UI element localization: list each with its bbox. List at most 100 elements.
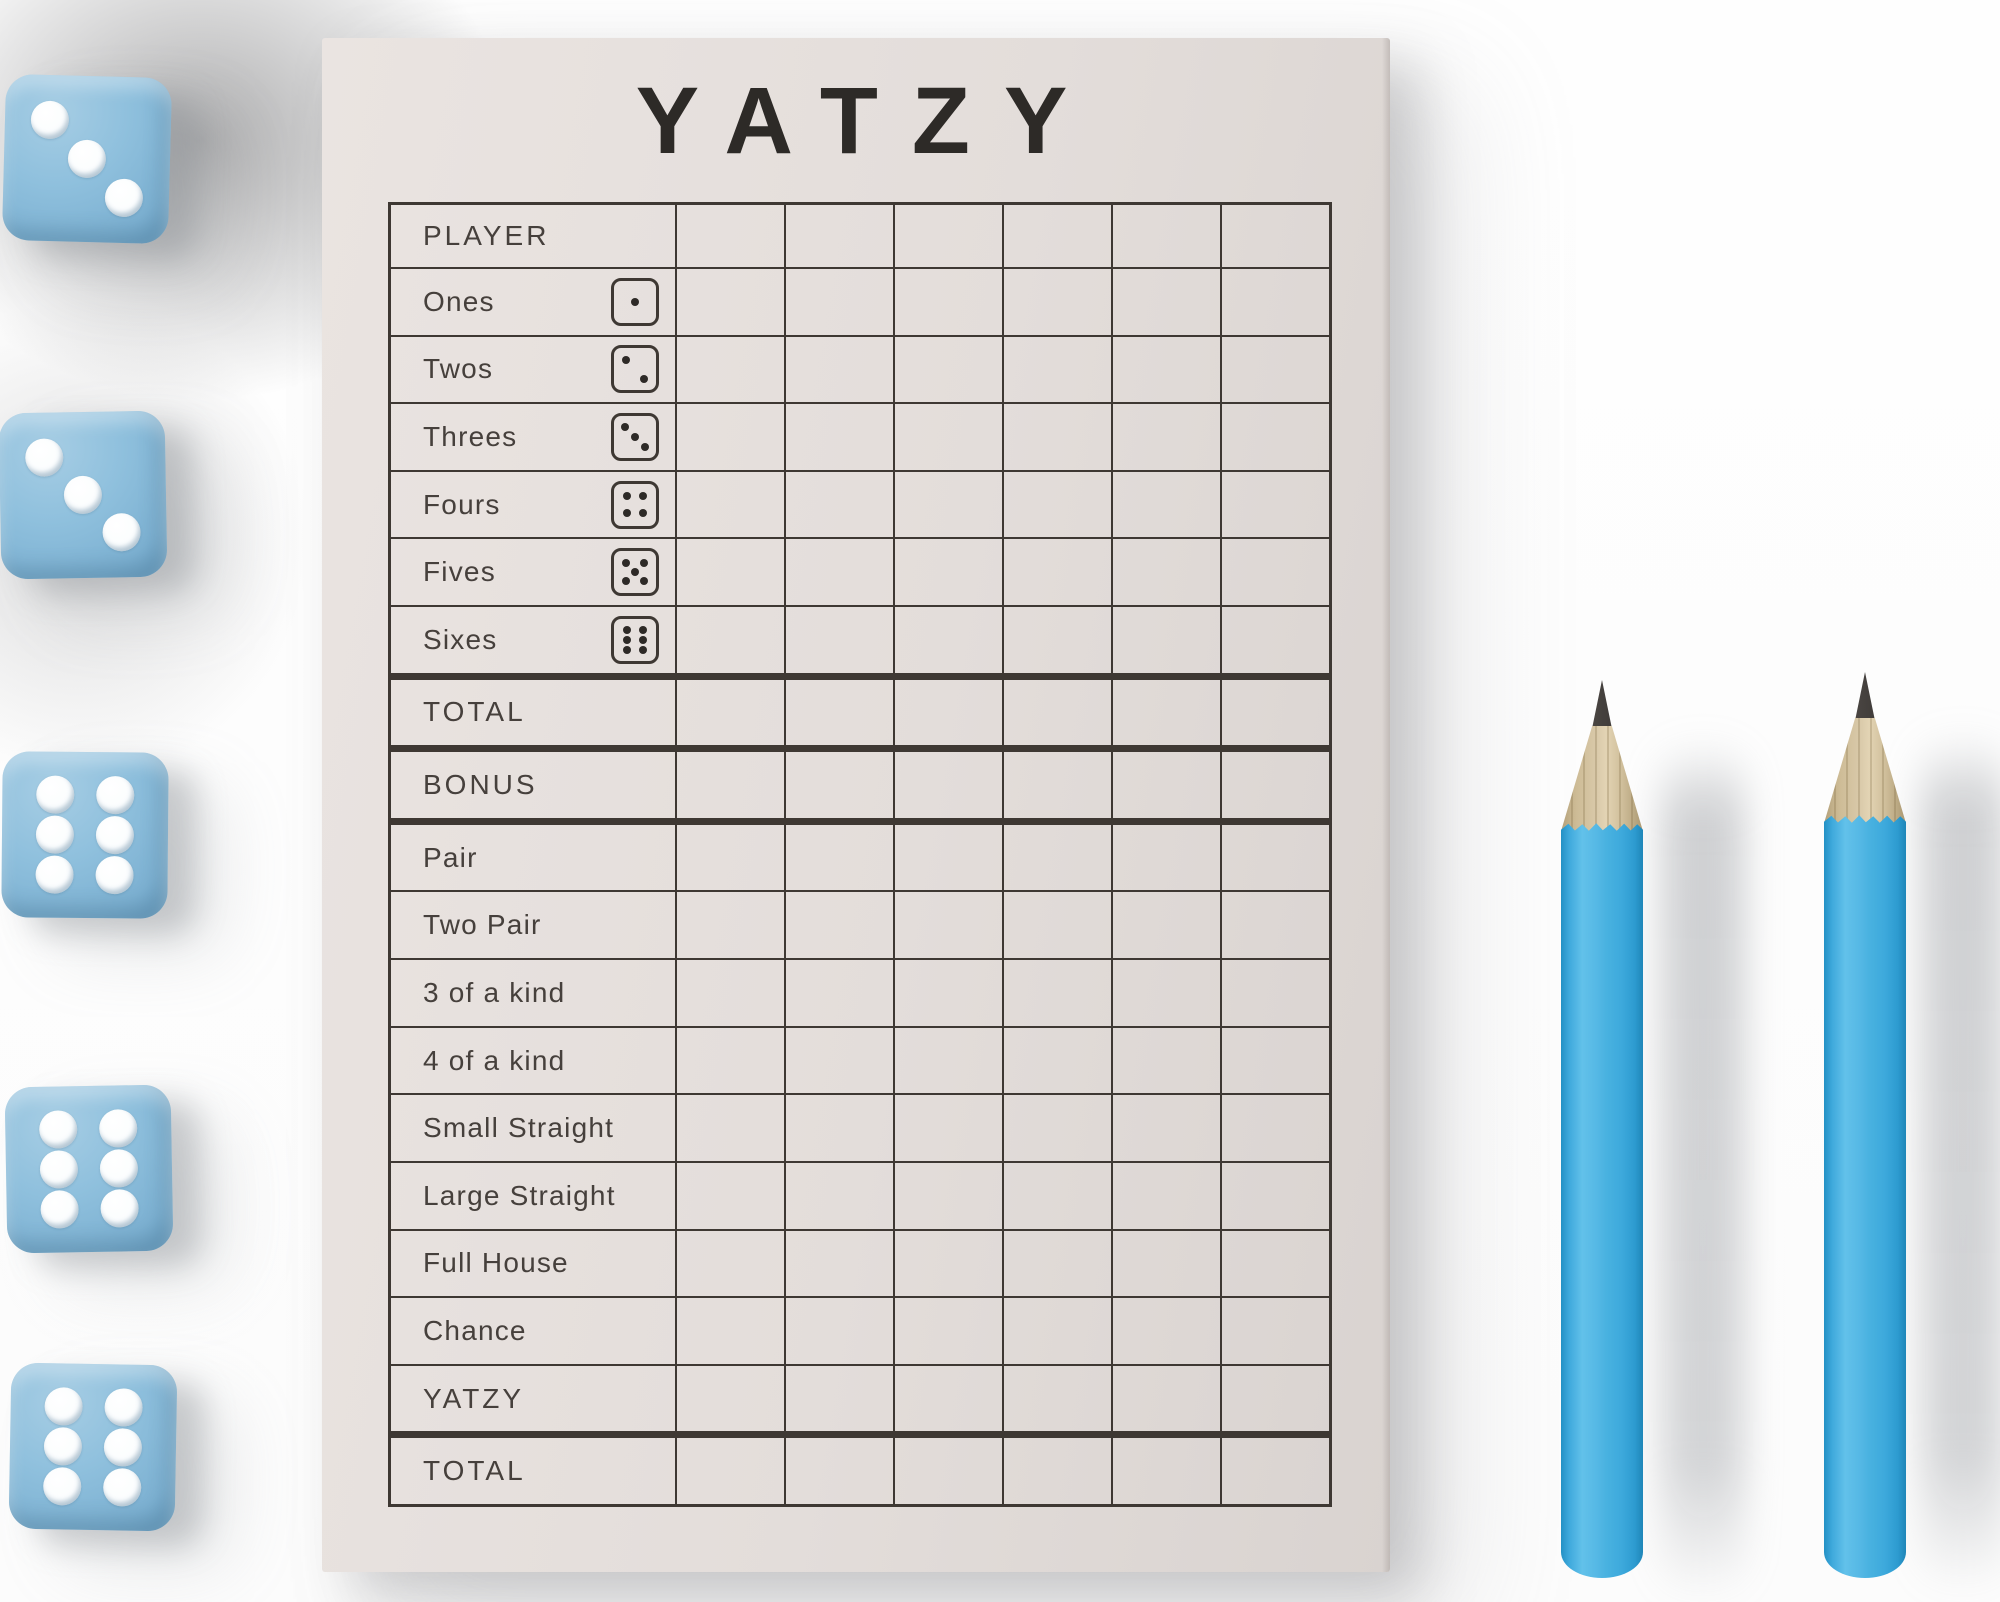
score-row-chance: Chance: [391, 1296, 1329, 1364]
pip: [102, 1467, 142, 1507]
pip: [104, 178, 144, 218]
row-label-cell: BONUS: [391, 752, 675, 818]
score-cell: [675, 892, 784, 959]
score-cell: [893, 539, 1002, 606]
pip: [44, 1387, 84, 1427]
row-label: Sixes: [423, 623, 498, 655]
pip: [621, 558, 630, 567]
row-label: Twos: [423, 353, 494, 385]
pencil-body: [1824, 828, 1906, 1578]
row-label: Fours: [423, 488, 501, 520]
score-cell: [784, 679, 893, 746]
row-label: 3 of a kind: [423, 976, 566, 1008]
row-label: Threes: [423, 421, 518, 453]
die-face-4-icon: [611, 480, 659, 529]
score-cell: [1002, 752, 1111, 818]
row-label: TOTAL: [423, 696, 526, 728]
score-cell: [1220, 1027, 1329, 1094]
score-cell: [675, 269, 784, 335]
row-label-cell: Small Straight: [391, 1095, 675, 1161]
score-cell: [1111, 1298, 1220, 1364]
score-cell: [893, 679, 1002, 746]
score-row-large-straight: Large Straight: [391, 1160, 1329, 1229]
pip: [24, 438, 64, 477]
score-cell: [1220, 471, 1329, 538]
row-label: Fives: [423, 556, 496, 588]
score-cell: [1111, 539, 1220, 606]
score-cell: [675, 539, 784, 606]
score-cell: [784, 1095, 893, 1161]
score-row-ones: Ones: [391, 267, 1329, 335]
row-label: Two Pair: [423, 909, 542, 941]
score-cell: [675, 1162, 784, 1229]
score-cell: [784, 1298, 893, 1364]
pencil-graphite-tip: [1855, 672, 1875, 720]
score-cell: [675, 404, 784, 470]
score-cell: [1111, 1162, 1220, 1229]
pencil-body: [1561, 836, 1643, 1578]
die-1-showing-3: [1, 73, 173, 245]
row-label-cell: Fours: [391, 472, 675, 538]
score-cell: [1002, 205, 1111, 267]
pip: [102, 513, 142, 552]
pip: [95, 855, 134, 895]
score-cell: [1111, 752, 1220, 818]
pencil-wood-cone: [1824, 718, 1906, 830]
score-cell: [893, 404, 1002, 470]
score-cell: [1220, 1438, 1329, 1504]
score-cell: [675, 1027, 784, 1094]
score-cell: [1002, 1438, 1111, 1504]
score-cell: [675, 1438, 784, 1504]
pip: [39, 1110, 78, 1150]
pip: [43, 1466, 82, 1506]
row-label: Large Straight: [423, 1179, 616, 1211]
score-cell: [1111, 269, 1220, 335]
score-cell: [1111, 1027, 1220, 1094]
score-cell: [1220, 1298, 1329, 1364]
row-label: 4 of a kind: [423, 1044, 566, 1076]
score-cell: [1111, 205, 1220, 267]
score-cell: [893, 205, 1002, 267]
score-cell: [893, 269, 1002, 335]
pip: [100, 1188, 139, 1228]
pip: [95, 816, 135, 855]
score-cell: [784, 1365, 893, 1432]
score-cell: [784, 824, 893, 891]
pip: [35, 815, 75, 854]
score-row-fives: Fives: [391, 537, 1329, 606]
row-label-cell: Pair: [391, 825, 675, 891]
score-cell: [784, 471, 893, 538]
score-cell: [893, 1095, 1002, 1161]
pip: [622, 492, 631, 501]
score-cell: [675, 336, 784, 403]
score-cell: [784, 752, 893, 818]
die-3-showing-6: [1, 751, 169, 919]
score-cell: [1220, 1095, 1329, 1161]
row-label-cell: Chance: [391, 1298, 675, 1364]
score-cell: [1220, 679, 1329, 746]
score-cell: [1002, 1162, 1111, 1229]
score-cell: [1111, 679, 1220, 746]
row-label: Full House: [423, 1247, 569, 1279]
score-row-yatzy: YATZY: [391, 1363, 1329, 1432]
row-label: PLAYER: [423, 220, 550, 251]
score-cell: [675, 752, 784, 818]
pip: [36, 775, 75, 815]
score-cell: [1220, 752, 1329, 818]
score-cell: [893, 336, 1002, 403]
row-label: BONUS: [423, 769, 538, 801]
score-cell: [893, 960, 1002, 1026]
score-cell: [1111, 607, 1220, 673]
score-cell: [1002, 539, 1111, 606]
score-cell: [1002, 1298, 1111, 1364]
score-row-twos: Twos: [391, 334, 1329, 403]
score-cell: [1111, 960, 1220, 1026]
pip: [40, 1189, 80, 1229]
score-row-fours: Fours: [391, 469, 1329, 538]
pip: [104, 1388, 143, 1428]
pip: [622, 509, 631, 518]
pencil-2: [1824, 672, 1906, 1578]
score-cell: [1111, 336, 1220, 403]
score-cell: [1002, 960, 1111, 1026]
score-cell: [784, 607, 893, 673]
